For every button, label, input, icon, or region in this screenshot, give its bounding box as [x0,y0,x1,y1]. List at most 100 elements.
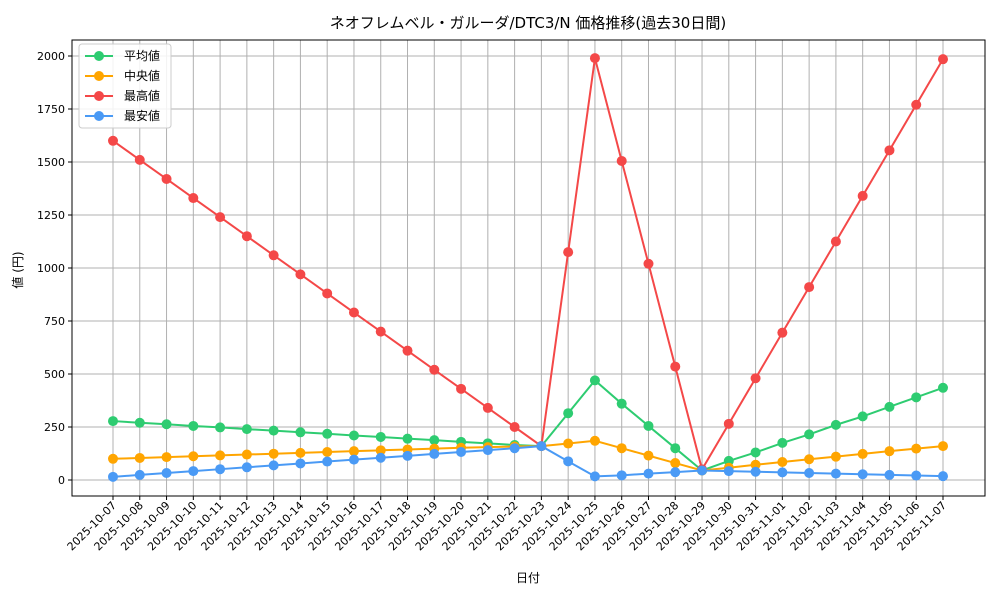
data-point [750,466,761,477]
data-point [563,247,574,258]
data-point [616,443,627,454]
data-point [563,408,574,419]
data-point [429,448,440,459]
data-point [670,458,681,469]
series-最高値 [108,53,948,475]
data-point [884,469,895,480]
series-最安値 [108,441,948,482]
legend-label: 平均値 [124,48,160,63]
y-tick-label: 2000 [37,50,65,63]
data-point [804,282,815,293]
data-point [536,441,547,452]
data-point [161,452,172,463]
data-point [938,54,948,65]
data-point [563,438,574,449]
data-point [322,288,333,299]
series-line [112,378,944,472]
data-point [348,430,359,441]
data-point [616,155,627,166]
data-point [188,420,199,431]
data-point [482,402,493,413]
data-point [750,459,761,470]
data-point [295,447,306,458]
data-point [509,443,520,454]
data-point [241,449,252,460]
data-point [857,469,868,480]
series-lines [108,53,948,482]
y-tick-label: 1250 [37,209,65,222]
y-tick-label: 500 [44,368,65,381]
data-point [589,471,600,482]
data-point [268,250,279,261]
data-point [322,428,333,439]
data-point [108,416,118,427]
data-point [723,418,734,429]
data-point [134,154,145,165]
series-line [112,57,944,472]
data-point [589,435,600,446]
data-point [215,212,226,223]
series-中央値 [108,435,948,476]
data-point [804,429,815,440]
data-point [830,451,841,462]
data-point [456,447,467,458]
y-tick-label: 0 [58,474,65,487]
data-point [938,382,948,393]
data-point [134,452,145,463]
chart-title: ネオフレムベル・ガルーダ/DTC3/N 価格推移(過去30日間) [330,14,726,32]
data-point [911,470,922,481]
data-point [134,469,145,480]
grid [72,40,985,496]
data-point [777,456,788,467]
legend-marker [94,111,104,121]
y-tick-label: 250 [44,421,65,434]
data-point [830,468,841,479]
data-point [777,437,788,448]
data-point [348,454,359,465]
x-axis: 2025-10-072025-10-082025-10-092025-10-10… [65,496,949,553]
legend-label: 最安値 [124,108,160,123]
data-point [643,450,654,461]
data-point [295,269,306,280]
legend-marker [94,51,104,61]
data-point [241,424,252,435]
data-point [589,53,600,64]
data-point [429,435,440,446]
data-point [804,468,815,479]
data-point [670,361,681,372]
series-平均値 [108,375,948,476]
y-axis: 0 250 500 750 1000 1250 1500 1750 2000 [37,50,72,487]
data-point [616,470,627,481]
data-point [750,373,761,384]
data-point [830,419,841,430]
y-tick-label: 1750 [37,103,65,116]
data-point [750,447,761,458]
data-point [857,448,868,459]
legend-label: 最高値 [124,88,160,103]
data-point [215,464,226,475]
series-line [112,445,944,478]
data-point [161,419,172,430]
data-point [108,471,118,482]
data-point [697,465,708,476]
data-point [563,456,574,467]
data-point [375,431,386,442]
legend-box [78,43,172,129]
x-axis-label: 日付 [516,571,540,585]
data-point [723,466,734,477]
data-point [188,451,199,462]
data-point [884,446,895,457]
legend-marker [94,91,104,101]
y-tick-label: 1000 [37,262,65,275]
data-point [295,458,306,469]
data-point [108,453,118,464]
data-point [616,398,627,409]
data-point [241,231,252,242]
data-point [911,99,922,110]
data-point [402,450,413,461]
data-point [482,445,493,456]
data-point [456,383,467,394]
data-point [322,447,333,458]
data-point [268,425,279,436]
